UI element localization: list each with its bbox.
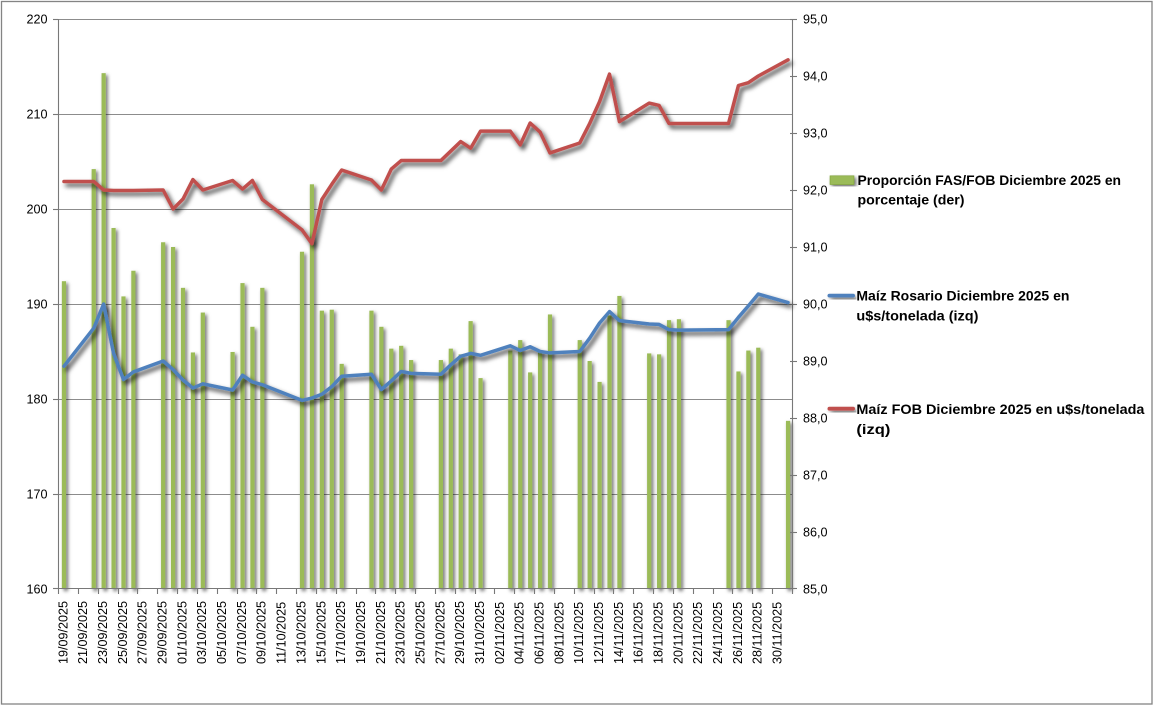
svg-text:220: 220 <box>26 12 47 26</box>
svg-text:05/10/2025: 05/10/2025 <box>215 601 229 664</box>
svg-text:210: 210 <box>26 107 47 121</box>
svg-text:30/11/2025: 30/11/2025 <box>771 602 785 664</box>
svg-text:86,0: 86,0 <box>803 525 828 539</box>
svg-text:94,0: 94,0 <box>803 69 828 83</box>
svg-text:11/10/2025: 11/10/2025 <box>275 602 289 664</box>
svg-text:24/11/2025: 24/11/2025 <box>711 602 725 664</box>
svg-text:21/10/2025: 21/10/2025 <box>374 601 388 664</box>
svg-text:07/10/2025: 07/10/2025 <box>235 601 249 664</box>
svg-text:23/10/2025: 23/10/2025 <box>394 601 408 664</box>
svg-text:29/10/2025: 29/10/2025 <box>453 601 467 664</box>
svg-text:28/11/2025: 28/11/2025 <box>751 602 765 664</box>
svg-text:14/11/2025: 14/11/2025 <box>612 602 626 664</box>
svg-text:31/10/2025: 31/10/2025 <box>473 601 487 664</box>
svg-text:02/11/2025: 02/11/2025 <box>493 602 507 664</box>
svg-text:03/10/2025: 03/10/2025 <box>195 601 209 664</box>
svg-text:10/11/2025: 10/11/2025 <box>572 602 586 664</box>
svg-text:26/11/2025: 26/11/2025 <box>731 602 745 664</box>
svg-text:29/09/2025: 29/09/2025 <box>156 601 170 664</box>
svg-text:08/11/2025: 08/11/2025 <box>552 602 566 664</box>
svg-text:200: 200 <box>26 202 47 216</box>
svg-text:17/10/2025: 17/10/2025 <box>334 601 348 664</box>
svg-text:93,0: 93,0 <box>803 126 828 140</box>
svg-text:01/10/2025: 01/10/2025 <box>175 601 189 664</box>
svg-text:91,0: 91,0 <box>803 240 828 254</box>
svg-text:Maíz FOB Diciembre 2025 en u$s: Maíz FOB Diciembre 2025 en u$s/tonelada <box>856 401 1144 417</box>
svg-text:25/10/2025: 25/10/2025 <box>413 601 427 664</box>
svg-text:13/10/2025: 13/10/2025 <box>294 601 308 664</box>
svg-text:12/11/2025: 12/11/2025 <box>592 602 606 664</box>
svg-text:27/10/2025: 27/10/2025 <box>433 601 447 664</box>
svg-text:Proporción FAS/FOB Diciembre 2: Proporción FAS/FOB Diciembre 2025 en <box>858 172 1122 188</box>
svg-text:22/11/2025: 22/11/2025 <box>691 602 705 664</box>
svg-text:06/11/2025: 06/11/2025 <box>532 602 546 664</box>
svg-text:04/11/2025: 04/11/2025 <box>513 602 527 664</box>
svg-text:95,0: 95,0 <box>803 12 828 26</box>
svg-text:27/09/2025: 27/09/2025 <box>136 601 150 664</box>
svg-text:23/09/2025: 23/09/2025 <box>96 601 110 664</box>
svg-text:15/10/2025: 15/10/2025 <box>314 601 328 664</box>
svg-text:19/09/2025: 19/09/2025 <box>56 601 70 664</box>
svg-text:18/11/2025: 18/11/2025 <box>651 602 665 664</box>
svg-text:u$s/tonelada (izq): u$s/tonelada (izq) <box>856 308 978 324</box>
svg-text:25/09/2025: 25/09/2025 <box>116 601 130 664</box>
svg-text:92,0: 92,0 <box>803 183 828 197</box>
svg-text:Maíz Rosario Diciembre 2025 en: Maíz Rosario Diciembre 2025 en <box>856 287 1069 303</box>
svg-text:88,0: 88,0 <box>803 411 828 425</box>
svg-text:09/10/2025: 09/10/2025 <box>255 601 269 664</box>
svg-text:89,0: 89,0 <box>803 354 828 368</box>
svg-text:(izq): (izq) <box>856 421 890 437</box>
svg-text:16/11/2025: 16/11/2025 <box>632 602 646 664</box>
svg-text:160: 160 <box>26 582 47 596</box>
svg-text:85,0: 85,0 <box>803 582 828 596</box>
svg-text:90,0: 90,0 <box>803 297 828 311</box>
svg-text:20/11/2025: 20/11/2025 <box>671 602 685 664</box>
svg-text:170: 170 <box>26 487 47 501</box>
svg-text:porcentaje (der): porcentaje (der) <box>858 192 965 208</box>
svg-text:19/10/2025: 19/10/2025 <box>354 601 368 664</box>
svg-text:190: 190 <box>26 297 47 311</box>
svg-text:87,0: 87,0 <box>803 468 828 482</box>
svg-text:21/09/2025: 21/09/2025 <box>76 601 90 664</box>
svg-text:180: 180 <box>26 392 47 406</box>
